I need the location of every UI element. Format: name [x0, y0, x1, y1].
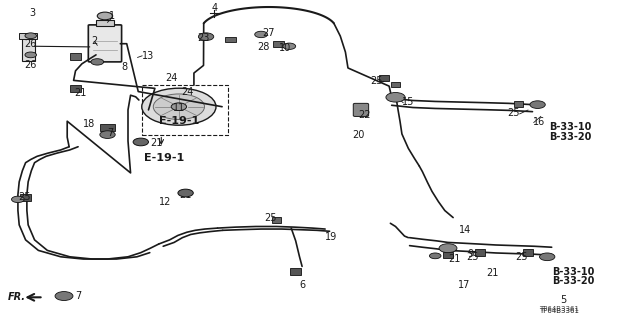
Text: 20: 20 [352, 130, 365, 140]
Circle shape [255, 31, 268, 38]
Bar [70, 53, 81, 60]
Text: 23: 23 [197, 33, 210, 43]
Text: 13: 13 [142, 51, 154, 61]
Circle shape [178, 189, 193, 197]
Text: 25: 25 [18, 192, 31, 202]
Circle shape [12, 196, 24, 203]
Text: FR.: FR. [8, 292, 26, 302]
Text: 2: 2 [92, 36, 98, 47]
Text: 24: 24 [181, 87, 193, 97]
Text: 21: 21 [74, 87, 86, 98]
Text: 19: 19 [325, 232, 338, 242]
Bar [22, 37, 35, 61]
Text: 18: 18 [83, 119, 95, 130]
Text: 6: 6 [299, 279, 305, 290]
Text: 4: 4 [211, 3, 218, 13]
Bar [524, 249, 533, 256]
Circle shape [100, 131, 115, 138]
Text: 17: 17 [458, 279, 471, 290]
Text: 5: 5 [560, 295, 566, 306]
Circle shape [153, 94, 205, 120]
Bar [290, 268, 301, 275]
Bar [100, 124, 115, 131]
Circle shape [55, 292, 73, 300]
Text: 21: 21 [448, 254, 460, 264]
Text: 12: 12 [159, 197, 172, 207]
Text: 3: 3 [29, 8, 35, 18]
Text: 15: 15 [402, 97, 414, 107]
Text: B-33-20: B-33-20 [549, 131, 591, 142]
Text: E-19-1: E-19-1 [159, 115, 199, 126]
Circle shape [540, 253, 555, 261]
Text: TP64B3361: TP64B3361 [540, 306, 579, 312]
Bar [380, 75, 389, 81]
Text: 8: 8 [122, 62, 128, 72]
Bar [19, 33, 37, 39]
Bar [70, 85, 81, 92]
Circle shape [429, 253, 441, 259]
Bar [273, 41, 284, 47]
Circle shape [172, 103, 187, 111]
Text: 25: 25 [370, 76, 383, 86]
Circle shape [198, 33, 214, 41]
Bar [514, 101, 523, 107]
Bar [142, 85, 228, 135]
Text: 25: 25 [515, 252, 528, 262]
Text: 7: 7 [76, 291, 82, 301]
Text: E-19-1: E-19-1 [145, 153, 184, 163]
Text: 9: 9 [467, 249, 474, 259]
Text: B-33-10: B-33-10 [549, 122, 591, 132]
Circle shape [283, 43, 296, 49]
Circle shape [25, 33, 36, 39]
Bar [443, 252, 453, 258]
Text: B-33-10: B-33-10 [552, 267, 594, 277]
Bar [476, 249, 485, 256]
Bar [272, 217, 282, 223]
Text: 25: 25 [507, 108, 520, 118]
Bar [390, 82, 401, 87]
Text: 16: 16 [532, 117, 545, 127]
Text: 21: 21 [486, 268, 499, 278]
Circle shape [25, 52, 36, 58]
Text: 27: 27 [262, 27, 275, 38]
FancyBboxPatch shape [353, 103, 369, 116]
Bar [225, 37, 236, 42]
Bar [96, 20, 114, 26]
Text: 21: 21 [150, 138, 163, 148]
Circle shape [142, 88, 216, 125]
Text: 28: 28 [257, 42, 269, 52]
Text: 25: 25 [264, 212, 276, 223]
Text: B-33-20: B-33-20 [552, 276, 594, 286]
Text: TP64B3361: TP64B3361 [540, 308, 579, 314]
Circle shape [91, 59, 104, 65]
FancyBboxPatch shape [88, 25, 122, 62]
Text: 11: 11 [173, 103, 186, 113]
Text: 7: 7 [108, 128, 114, 138]
Text: 14: 14 [458, 225, 471, 235]
Text: 26: 26 [24, 60, 37, 70]
Text: 24: 24 [166, 73, 178, 83]
Bar [20, 194, 31, 201]
Circle shape [439, 244, 457, 253]
Text: 22: 22 [358, 110, 371, 120]
Text: 1: 1 [109, 11, 115, 21]
Circle shape [133, 138, 148, 146]
Text: 26: 26 [24, 39, 37, 49]
Circle shape [530, 101, 545, 108]
Circle shape [97, 12, 113, 20]
Circle shape [386, 93, 405, 102]
Text: 21: 21 [179, 190, 192, 200]
Text: 25: 25 [466, 252, 479, 262]
Text: 10: 10 [278, 43, 291, 54]
